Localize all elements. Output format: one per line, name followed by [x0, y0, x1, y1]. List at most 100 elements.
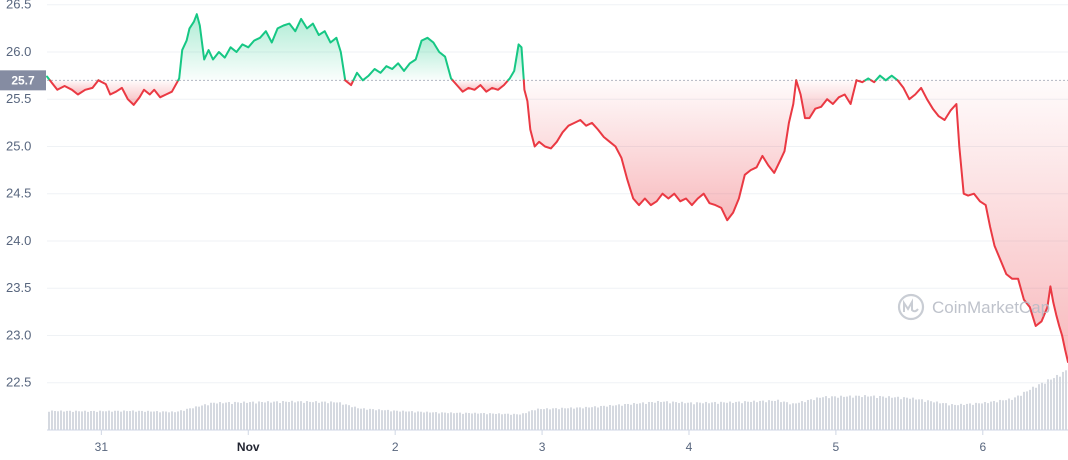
volume-bar: [1059, 376, 1061, 430]
volume-bar: [216, 403, 218, 430]
volume-bar: [918, 399, 920, 430]
volume-bar: [912, 397, 914, 430]
volume-bar: [789, 404, 791, 430]
volume-bar: [1026, 391, 1028, 430]
volume-bar: [366, 409, 368, 430]
volume-bar: [288, 402, 290, 430]
volume-bar: [645, 403, 647, 430]
volume-bar: [225, 402, 227, 430]
volume-bar: [129, 411, 131, 430]
volume-bar: [480, 413, 482, 430]
y-tick-label: 24.5: [6, 186, 31, 201]
volume-bar: [579, 407, 581, 430]
volume-bar: [219, 402, 221, 430]
volume-bar: [231, 403, 233, 430]
volume-bar: [63, 411, 65, 430]
volume-bar: [570, 407, 572, 430]
volume-bar: [1005, 400, 1007, 430]
volume-bar: [933, 402, 935, 430]
volume-bar: [555, 408, 557, 430]
volume-bar: [960, 403, 962, 430]
volume-bar: [612, 405, 614, 430]
volume-bar: [882, 396, 884, 430]
volume-bar: [90, 411, 92, 430]
volume-bar: [624, 404, 626, 430]
price-line-segment-down: [522, 79, 798, 222]
volume-bar: [312, 402, 314, 430]
price-line-segment-up: [864, 77, 873, 82]
volume-bar: [66, 410, 68, 430]
x-tick-label: 31: [95, 440, 109, 454]
volume-bar: [495, 413, 497, 430]
volume-bar: [204, 404, 206, 430]
volume-bar: [474, 412, 476, 430]
x-tick-label: 2: [392, 440, 399, 454]
volume-bar: [453, 413, 455, 430]
volume-bar: [318, 402, 320, 430]
volume-bar: [978, 403, 980, 430]
volume-bar: [879, 396, 881, 430]
volume-bar: [672, 401, 674, 430]
price-line: [46, 13, 1068, 363]
volume-bar: [855, 395, 857, 430]
y-tick-label: 25.0: [6, 138, 31, 153]
area-fill-above-reference: [178, 14, 346, 81]
volume-bar: [468, 413, 470, 430]
volume-bar: [75, 410, 77, 430]
volume-bar: [450, 412, 452, 430]
volume-bar: [504, 413, 506, 430]
volume-bar: [663, 401, 665, 430]
volume-bar: [1032, 386, 1034, 430]
volume-bar: [360, 408, 362, 430]
volume-bar: [861, 397, 863, 430]
volume-bar: [420, 411, 422, 430]
volume-bar: [1062, 371, 1064, 430]
volume-bar: [444, 412, 446, 430]
y-tick-label: 26.5: [6, 0, 31, 12]
volume-bar: [111, 411, 113, 430]
volume-bar: [708, 403, 710, 430]
coinmarketcap-logo-icon: [897, 293, 925, 321]
volume-bar: [354, 406, 356, 430]
volume-bar: [864, 395, 866, 430]
volume-bar: [660, 402, 662, 430]
volume-bar: [858, 395, 860, 430]
volume-bar: [429, 412, 431, 430]
price-line-segment-up: [874, 74, 899, 82]
volume-bar: [396, 410, 398, 430]
area-fill-below-reference: [897, 80, 1068, 363]
volume-bar: [270, 402, 272, 430]
volume-bar: [951, 404, 953, 430]
volume-bar: [138, 410, 140, 430]
volume-bar: [867, 396, 869, 430]
volume-bar: [714, 401, 716, 430]
volume-bar: [252, 401, 254, 430]
volume-bar: [780, 402, 782, 430]
volume-bar: [753, 400, 755, 430]
volume-bar: [723, 402, 725, 430]
volume-bar: [648, 401, 650, 430]
volume-bar: [732, 402, 734, 430]
volume-bar: [957, 405, 959, 430]
volume-bar: [81, 411, 83, 430]
volume-bar: [1008, 398, 1010, 430]
y-tick-label: 23.5: [6, 280, 31, 295]
volume-bar: [900, 399, 902, 430]
y-tick-label: 23.0: [6, 327, 31, 342]
area-fills: [47, 14, 1068, 363]
volume-bar: [237, 402, 239, 430]
volume-bar: [255, 403, 257, 430]
volume-bar: [264, 402, 266, 430]
volume-bar: [705, 401, 707, 430]
volume-bar: [471, 413, 473, 430]
volume-bar: [711, 402, 713, 430]
volume-bar: [1014, 397, 1016, 430]
volume-bar: [684, 403, 686, 430]
volume-bar: [762, 400, 764, 430]
volume-bar: [246, 402, 248, 430]
volume-bar: [330, 401, 332, 430]
volume-bar: [78, 411, 80, 430]
volume-bar: [1002, 400, 1004, 430]
volume-bar: [159, 412, 161, 430]
volume-bar: [999, 399, 1001, 430]
